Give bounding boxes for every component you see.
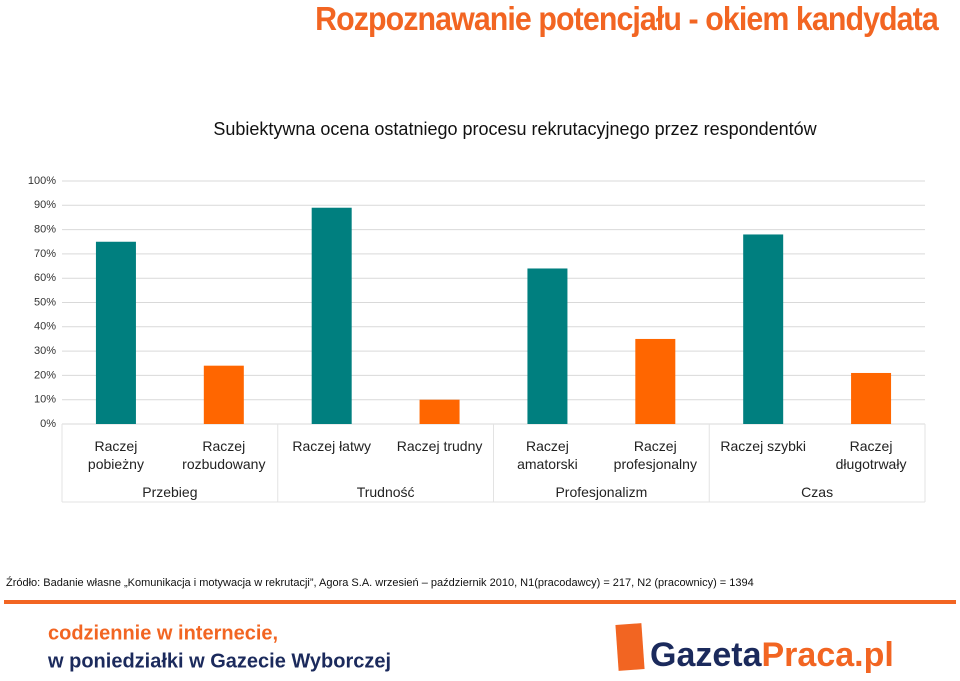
- x-tick-label-text: Raczej amatorski: [517, 438, 578, 472]
- x-tick-label-text: Raczej trudny: [396, 438, 483, 454]
- x-tick-label-text: Raczej długotrwały: [835, 438, 907, 472]
- bar: [743, 234, 784, 424]
- y-tick-label: 10%: [34, 394, 56, 406]
- logo-icon: [615, 623, 645, 671]
- x-tick-label-text: Raczej szybki: [720, 438, 806, 454]
- logo: GazetaPraca.pl: [650, 636, 894, 674]
- x-tick-label-text: Raczej łatwy: [292, 438, 371, 454]
- source: Źródło: Badanie własne „Komunikacja i mo…: [6, 576, 754, 589]
- y-tick-label: 20%: [34, 369, 56, 381]
- y-tick-label: 80%: [34, 224, 56, 236]
- x-tick-label: Raczej trudny: [386, 437, 494, 455]
- chart-title: Subiektywna ocena ostatniego procesu rek…: [213, 119, 817, 139]
- bar: [527, 268, 568, 424]
- x-tick-label-text: Raczej profesjonalny: [613, 438, 697, 472]
- group-label-text: Czas: [801, 484, 834, 500]
- bar: [203, 365, 244, 424]
- y-tick-label: 40%: [34, 321, 56, 333]
- x-tick-label-text: Raczej pobieżny: [87, 438, 144, 472]
- group-label-text: Profesjonalizm: [555, 484, 648, 500]
- bar: [311, 207, 352, 424]
- group-label-text: Trudność: [356, 484, 415, 500]
- group-label: Profesjonalizm: [494, 484, 710, 500]
- bar: [419, 399, 460, 424]
- y-tick-label: 60%: [34, 272, 56, 284]
- footer-line1: codziennie w internecie,: [48, 622, 278, 644]
- y-tick-label: 50%: [34, 296, 56, 308]
- bar: [95, 241, 136, 424]
- x-tick-label: Raczej amatorski: [494, 437, 602, 473]
- group-label: Trudność: [278, 484, 494, 500]
- y-tick-label: 100%: [28, 175, 56, 187]
- group-label: Przebieg: [62, 484, 278, 500]
- group-label: Czas: [709, 484, 925, 500]
- x-tick-label: Raczej rozbudowany: [170, 437, 278, 473]
- logo-part2: Praca.pl: [762, 636, 894, 674]
- footer-line2: w poniedziałki w Gazecie Wyborczej: [47, 650, 391, 672]
- logo-part1: Gazeta: [650, 636, 763, 674]
- x-tick-label: Raczej szybki: [709, 437, 817, 455]
- divider: [4, 600, 956, 604]
- y-tick-label: 90%: [34, 199, 56, 211]
- x-tick-label: Raczej łatwy: [278, 437, 386, 455]
- x-tick-label: Raczej długotrwały: [817, 437, 925, 473]
- y-tick-label: 70%: [34, 248, 56, 260]
- bar: [851, 372, 892, 424]
- group-label-text: Przebieg: [142, 484, 198, 500]
- slide-title: Rozpoznawanie potencjału - okiem kandyda…: [315, 0, 939, 37]
- x-tick-label: Raczej pobieżny: [62, 437, 170, 473]
- x-tick-label: Raczej profesjonalny: [601, 437, 709, 473]
- bar: [635, 338, 676, 424]
- x-tick-label-text: Raczej rozbudowany: [182, 438, 266, 472]
- y-tick-label: 0%: [40, 418, 56, 430]
- y-tick-label: 30%: [34, 345, 56, 357]
